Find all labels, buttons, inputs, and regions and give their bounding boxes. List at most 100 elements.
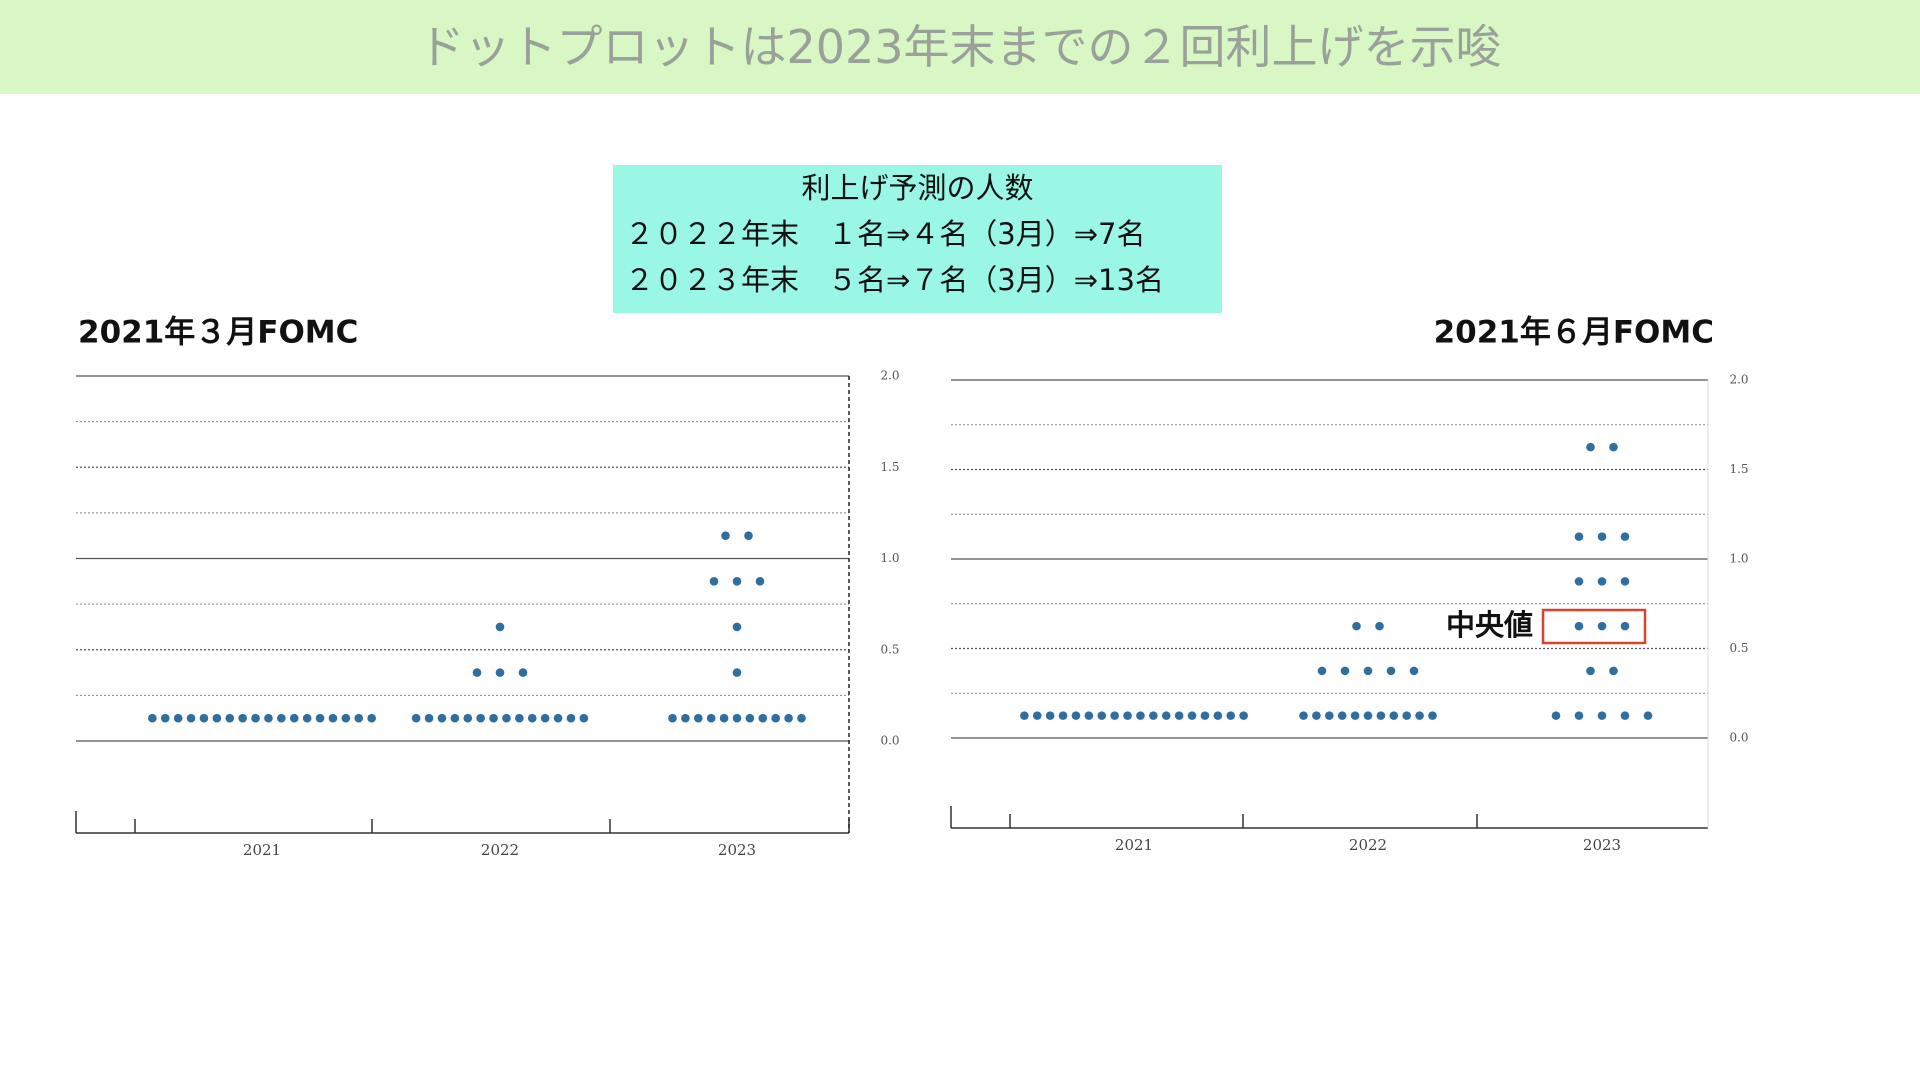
dot — [755, 577, 765, 586]
dot — [1187, 711, 1197, 720]
dot — [681, 713, 690, 723]
dot — [264, 713, 273, 723]
dot — [1174, 711, 1184, 720]
dot — [472, 668, 482, 677]
dot — [1097, 711, 1107, 720]
dot — [1350, 711, 1360, 720]
x-tick-label: 2023 — [718, 841, 756, 859]
dot — [489, 713, 498, 723]
header-title: ドットプロットは2023年末までの２回利上げを示唆 — [0, 0, 1920, 94]
median-box — [1541, 608, 1647, 645]
y-tick-label: 0.5 — [1729, 641, 1748, 655]
x-tick-label: 2023 — [1583, 836, 1621, 854]
dot — [668, 713, 677, 723]
dot — [476, 713, 485, 723]
dot — [1200, 711, 1210, 720]
y-tick-label: 1.0 — [1729, 552, 1748, 566]
dot — [277, 713, 286, 723]
y-tick-label: 1.5 — [1729, 462, 1748, 476]
dot — [173, 713, 183, 723]
dot — [1643, 711, 1653, 720]
dot — [463, 713, 473, 723]
dot — [1340, 666, 1350, 676]
dot — [1161, 711, 1171, 720]
dot — [1574, 577, 1584, 586]
dot — [744, 531, 753, 540]
dot — [1071, 711, 1081, 720]
info-line: ２０２３年末 ５名⇒７名（3月）⇒13名 — [625, 263, 1164, 297]
dot — [1574, 711, 1584, 720]
y-tick-label: 2.0 — [880, 369, 899, 383]
dot — [540, 713, 550, 723]
chart-title: 2021年３月FOMC — [78, 315, 358, 351]
info-line: ２０２２年末 １名⇒４名（3月）⇒7名 — [625, 217, 1146, 251]
y-tick-label: 1.5 — [880, 460, 899, 474]
dot — [1574, 532, 1584, 541]
dot — [1149, 711, 1158, 720]
dot — [1428, 711, 1437, 720]
dot — [797, 713, 806, 723]
dot — [186, 713, 196, 723]
dot — [515, 713, 524, 723]
dot — [1597, 532, 1607, 541]
dot — [1620, 711, 1630, 720]
dot — [1084, 711, 1094, 720]
dot — [160, 713, 170, 723]
dot — [212, 713, 222, 723]
dot — [1415, 711, 1424, 720]
dot — [495, 622, 505, 632]
dot — [354, 713, 364, 723]
dot — [1123, 711, 1132, 720]
info-box: 利上げ予測の人数 ２０２２年末 １名⇒４名（3月）⇒7名 ２０２３年末 ５名⇒７… — [613, 165, 1222, 313]
dot — [732, 668, 742, 677]
dot — [1402, 711, 1411, 720]
dot — [424, 713, 434, 723]
dot — [148, 713, 157, 723]
dot — [1597, 711, 1607, 720]
dot — [328, 713, 338, 723]
dot — [1609, 442, 1618, 452]
y-tick-label: 1.0 — [880, 551, 899, 565]
dot — [302, 713, 312, 723]
dot — [566, 713, 576, 723]
dot — [1312, 711, 1321, 720]
dot — [1325, 711, 1334, 720]
dot — [518, 668, 528, 677]
dot — [721, 531, 730, 540]
info-line: 利上げ予測の人数 — [801, 171, 1034, 205]
dot — [1620, 577, 1630, 586]
dot — [450, 713, 460, 723]
dot — [1110, 711, 1119, 720]
dot — [1586, 666, 1595, 676]
dot — [1620, 621, 1630, 631]
dot — [315, 713, 325, 723]
dot — [367, 713, 376, 723]
dot — [745, 713, 755, 723]
dot — [289, 713, 299, 723]
dot — [1337, 711, 1347, 720]
dot — [706, 713, 716, 723]
dot — [1409, 666, 1419, 676]
dot — [1597, 577, 1607, 586]
dot — [732, 577, 742, 586]
dot — [1363, 711, 1373, 720]
dot — [411, 713, 421, 723]
dot — [502, 713, 511, 723]
dot — [1386, 666, 1396, 676]
dot — [1299, 711, 1308, 720]
y-tick-label: 0.0 — [880, 734, 899, 748]
x-tick-label: 2021 — [1115, 836, 1153, 854]
dot — [341, 713, 351, 723]
dot — [1620, 532, 1630, 541]
x-tick-label: 2022 — [1349, 836, 1387, 854]
dot — [758, 713, 768, 723]
dot — [732, 622, 742, 632]
annotation: 中央値 — [1446, 608, 1533, 642]
dot — [732, 713, 742, 723]
x-tick-label: 2022 — [481, 841, 519, 859]
dot — [1363, 666, 1373, 676]
dot — [1317, 666, 1327, 676]
dot — [1045, 711, 1055, 720]
dot — [437, 713, 447, 723]
